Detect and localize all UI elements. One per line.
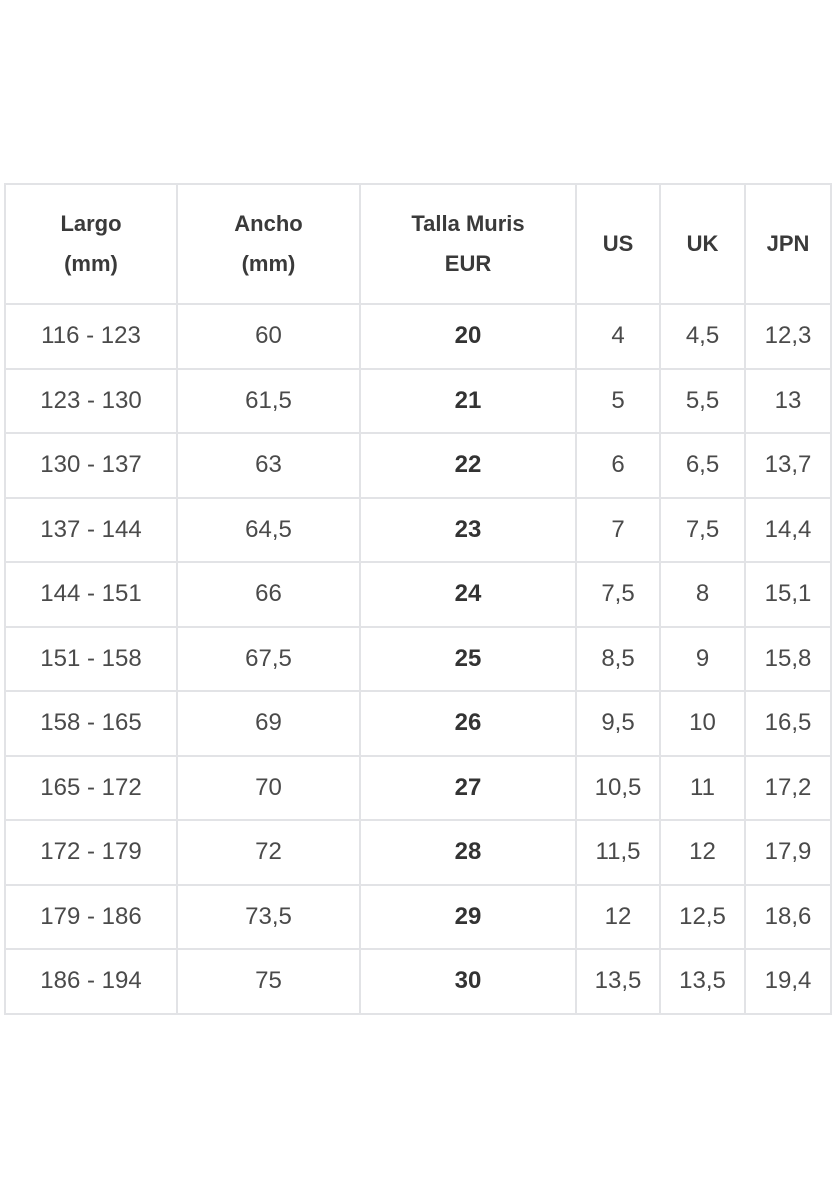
cell-width: 72: [176, 819, 361, 886]
cell-us: 4: [575, 303, 661, 370]
cell-uk: 6,5: [659, 432, 746, 499]
cell-uk: 4,5: [659, 303, 746, 370]
cell-width: 61,5: [176, 367, 361, 434]
cell-us: 6: [575, 432, 661, 499]
cell-us: 12: [575, 883, 661, 950]
table-row: 137 - 144 64,5 23 7 7,5 14,4: [4, 496, 832, 563]
table-row: 151 - 158 67,5 25 8,5 9 15,8: [4, 625, 832, 692]
cell-uk: 12,5: [659, 883, 746, 950]
cell-uk: 12: [659, 819, 746, 886]
cell-uk: 13,5: [659, 948, 746, 1015]
cell-us: 7,5: [575, 561, 661, 628]
cell-jpn: 18,6: [744, 883, 832, 950]
cell-width: 63: [176, 432, 361, 499]
cell-us: 7: [575, 496, 661, 563]
cell-uk: 10: [659, 690, 746, 757]
cell-width: 64,5: [176, 496, 361, 563]
table-row: 158 - 165 69 26 9,5 10 16,5: [4, 690, 832, 757]
cell-jpn: 13,7: [744, 432, 832, 499]
table-row: 165 - 172 70 27 10,5 11 17,2: [4, 754, 832, 821]
cell-uk: 11: [659, 754, 746, 821]
header-label: Ancho: [234, 211, 303, 237]
cell-width: 73,5: [176, 883, 361, 950]
cell-length: 116 - 123: [4, 303, 178, 370]
cell-width: 69: [176, 690, 361, 757]
cell-jpn: 15,8: [744, 625, 832, 692]
cell-jpn: 12,3: [744, 303, 832, 370]
cell-uk: 5,5: [659, 367, 746, 434]
cell-eur: 28: [359, 819, 577, 886]
cell-width: 67,5: [176, 625, 361, 692]
table-row: 144 - 151 66 24 7,5 8 15,1: [4, 561, 832, 628]
header-label: Largo: [60, 211, 122, 237]
header-label: JPN: [766, 231, 810, 257]
cell-uk: 9: [659, 625, 746, 692]
table-body: 116 - 123 60 20 4 4,5 12,3 123 - 130 61,5 21 5 5,5…: [4, 303, 832, 1015]
size-chart-table: Largo (mm) Ancho (mm) Talla Muris EUR US UK JPN …: [4, 183, 832, 1015]
header-unit: (mm): [64, 251, 118, 276]
header-label: UK: [686, 231, 719, 257]
cell-eur: 23: [359, 496, 577, 563]
cell-eur: 30: [359, 948, 577, 1015]
cell-length: 137 - 144: [4, 496, 178, 563]
cell-us: 5: [575, 367, 661, 434]
cell-length: 172 - 179: [4, 819, 178, 886]
table-row: 179 - 186 73,5 29 12 12,5 18,6: [4, 883, 832, 950]
table-row: 116 - 123 60 20 4 4,5 12,3: [4, 303, 832, 370]
cell-length: 179 - 186: [4, 883, 178, 950]
table-row: 172 - 179 72 28 11,5 12 17,9: [4, 819, 832, 886]
header-eur: Talla Muris EUR: [359, 183, 577, 305]
cell-jpn: 17,2: [744, 754, 832, 821]
cell-eur: 29: [359, 883, 577, 950]
cell-length: 158 - 165: [4, 690, 178, 757]
cell-eur: 27: [359, 754, 577, 821]
cell-width: 60: [176, 303, 361, 370]
cell-eur: 24: [359, 561, 577, 628]
cell-eur: 21: [359, 367, 577, 434]
cell-length: 186 - 194: [4, 948, 178, 1015]
cell-us: 8,5: [575, 625, 661, 692]
cell-jpn: 16,5: [744, 690, 832, 757]
header-uk: UK: [659, 183, 746, 305]
table-row: 186 - 194 75 30 13,5 13,5 19,4: [4, 948, 832, 1015]
cell-uk: 7,5: [659, 496, 746, 563]
cell-width: 75: [176, 948, 361, 1015]
cell-width: 66: [176, 561, 361, 628]
cell-length: 144 - 151: [4, 561, 178, 628]
header-label: US: [602, 231, 634, 257]
cell-eur: 22: [359, 432, 577, 499]
header-label: Talla Muris: [411, 211, 525, 237]
cell-eur: 26: [359, 690, 577, 757]
cell-us: 11,5: [575, 819, 661, 886]
cell-length: 165 - 172: [4, 754, 178, 821]
cell-uk: 8: [659, 561, 746, 628]
cell-eur: 25: [359, 625, 577, 692]
cell-us: 10,5: [575, 754, 661, 821]
cell-length: 123 - 130: [4, 367, 178, 434]
cell-eur: 20: [359, 303, 577, 370]
cell-jpn: 17,9: [744, 819, 832, 886]
header-jpn: JPN: [744, 183, 832, 305]
table-row: 130 - 137 63 22 6 6,5 13,7: [4, 432, 832, 499]
header-unit: EUR: [444, 251, 492, 276]
cell-length: 151 - 158: [4, 625, 178, 692]
header-unit: (mm): [241, 251, 296, 276]
cell-us: 13,5: [575, 948, 661, 1015]
header-row: Largo (mm) Ancho (mm) Talla Muris EUR US UK JPN: [4, 183, 832, 305]
table-row: 123 - 130 61,5 21 5 5,5 13: [4, 367, 832, 434]
cell-jpn: 14,4: [744, 496, 832, 563]
header-us: US: [575, 183, 661, 305]
cell-width: 70: [176, 754, 361, 821]
cell-jpn: 19,4: [744, 948, 832, 1015]
cell-jpn: 13: [744, 367, 832, 434]
header-width: Ancho (mm): [176, 183, 361, 305]
cell-us: 9,5: [575, 690, 661, 757]
header-length: Largo (mm): [4, 183, 178, 305]
cell-length: 130 - 137: [4, 432, 178, 499]
cell-jpn: 15,1: [744, 561, 832, 628]
